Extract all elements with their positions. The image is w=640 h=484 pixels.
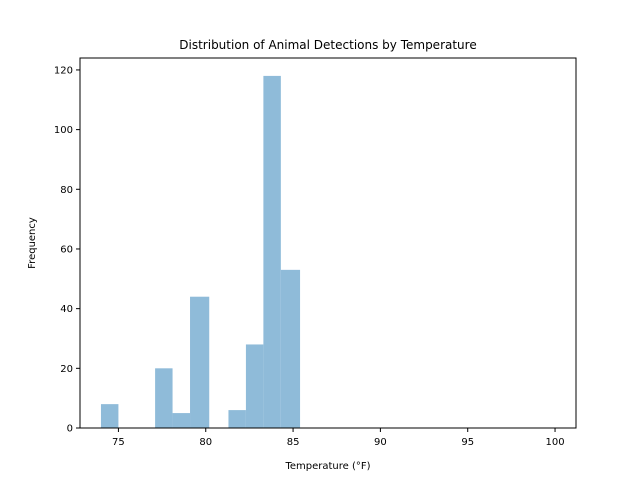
y-tick-label-0: 0 [67, 424, 73, 435]
plot-frame [79, 57, 577, 429]
histogram-bar-2 [172, 413, 191, 428]
y-tick-label-3: 60 [60, 244, 73, 255]
histogram-bar-1 [155, 368, 173, 428]
x-tick-label-1: 80 [199, 437, 212, 448]
y-axis-label: Frequency [27, 217, 38, 269]
histogram-bar-0 [100, 404, 119, 428]
x-tick-label-4: 95 [461, 437, 474, 448]
histogram-bar-5 [245, 344, 264, 428]
y-tick-label-5: 100 [54, 125, 73, 136]
y-tick-label-2: 40 [60, 304, 73, 315]
bars-group [100, 75, 301, 429]
y-tick-label-4: 80 [60, 185, 73, 196]
histogram-bar-3 [190, 296, 210, 428]
x-axis-label: Temperature (°F) [284, 461, 370, 472]
x-tick-label-3: 90 [374, 437, 387, 448]
histogram-bar-6 [263, 75, 281, 429]
x-tick-label-0: 75 [112, 437, 125, 448]
y-tick-label-1: 20 [60, 364, 73, 375]
histogram-bar-4 [228, 410, 246, 428]
x-axis-ticks: 75 80 85 90 95 100 [112, 428, 565, 448]
x-tick-label-2: 85 [287, 437, 300, 448]
x-tick-label-5: 100 [545, 437, 564, 448]
chart-title: Distribution of Animal Detections by Tem… [179, 38, 476, 52]
y-tick-label-6: 120 [54, 65, 73, 76]
y-axis-ticks: 0 20 40 60 80 100 120 [54, 65, 80, 435]
histogram-bar-7 [280, 269, 301, 428]
